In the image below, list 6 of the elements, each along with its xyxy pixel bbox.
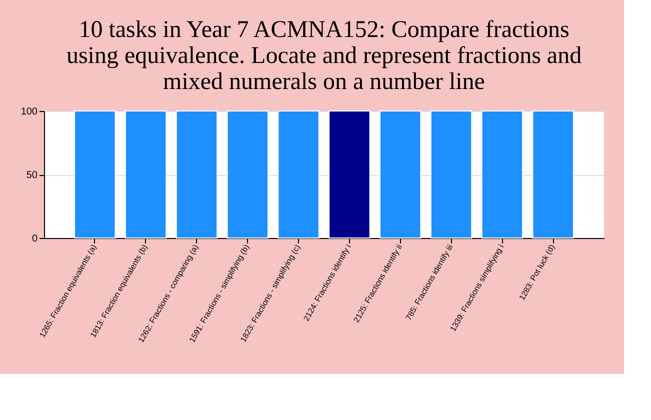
- y-tick-label: 50: [26, 170, 38, 181]
- y-tick-label: 0: [32, 234, 38, 244]
- text: using equivalence. Locate and represent fractions and: [66, 43, 582, 69]
- y-tick-label: 100: [20, 106, 38, 118]
- text: mixed numerals on a number line: [163, 69, 485, 95]
- text: 10 tasks in Year 7 ACMNA152: Compare fractions: [78, 17, 570, 43]
